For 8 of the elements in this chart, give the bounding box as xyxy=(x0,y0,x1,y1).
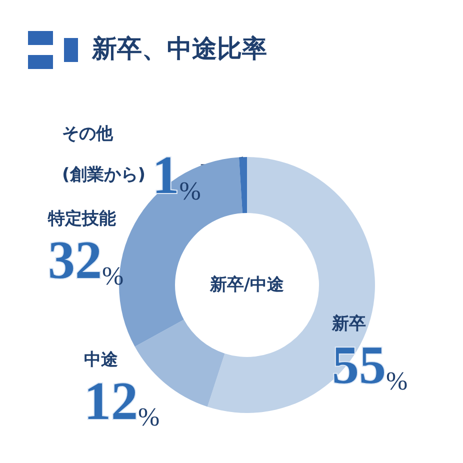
data-label: 12% xyxy=(84,371,160,432)
text: 新卒/中途 xyxy=(208,274,286,296)
chart-title: 新卒、中途比率 xyxy=(92,33,267,65)
data-label: 55% xyxy=(332,335,408,396)
slice-label: 特定技能 xyxy=(47,209,116,229)
category-label: その他 (創業から) xyxy=(62,124,146,185)
slice-label: 中途 xyxy=(84,350,118,370)
slice-label: 新卒 xyxy=(331,314,366,334)
